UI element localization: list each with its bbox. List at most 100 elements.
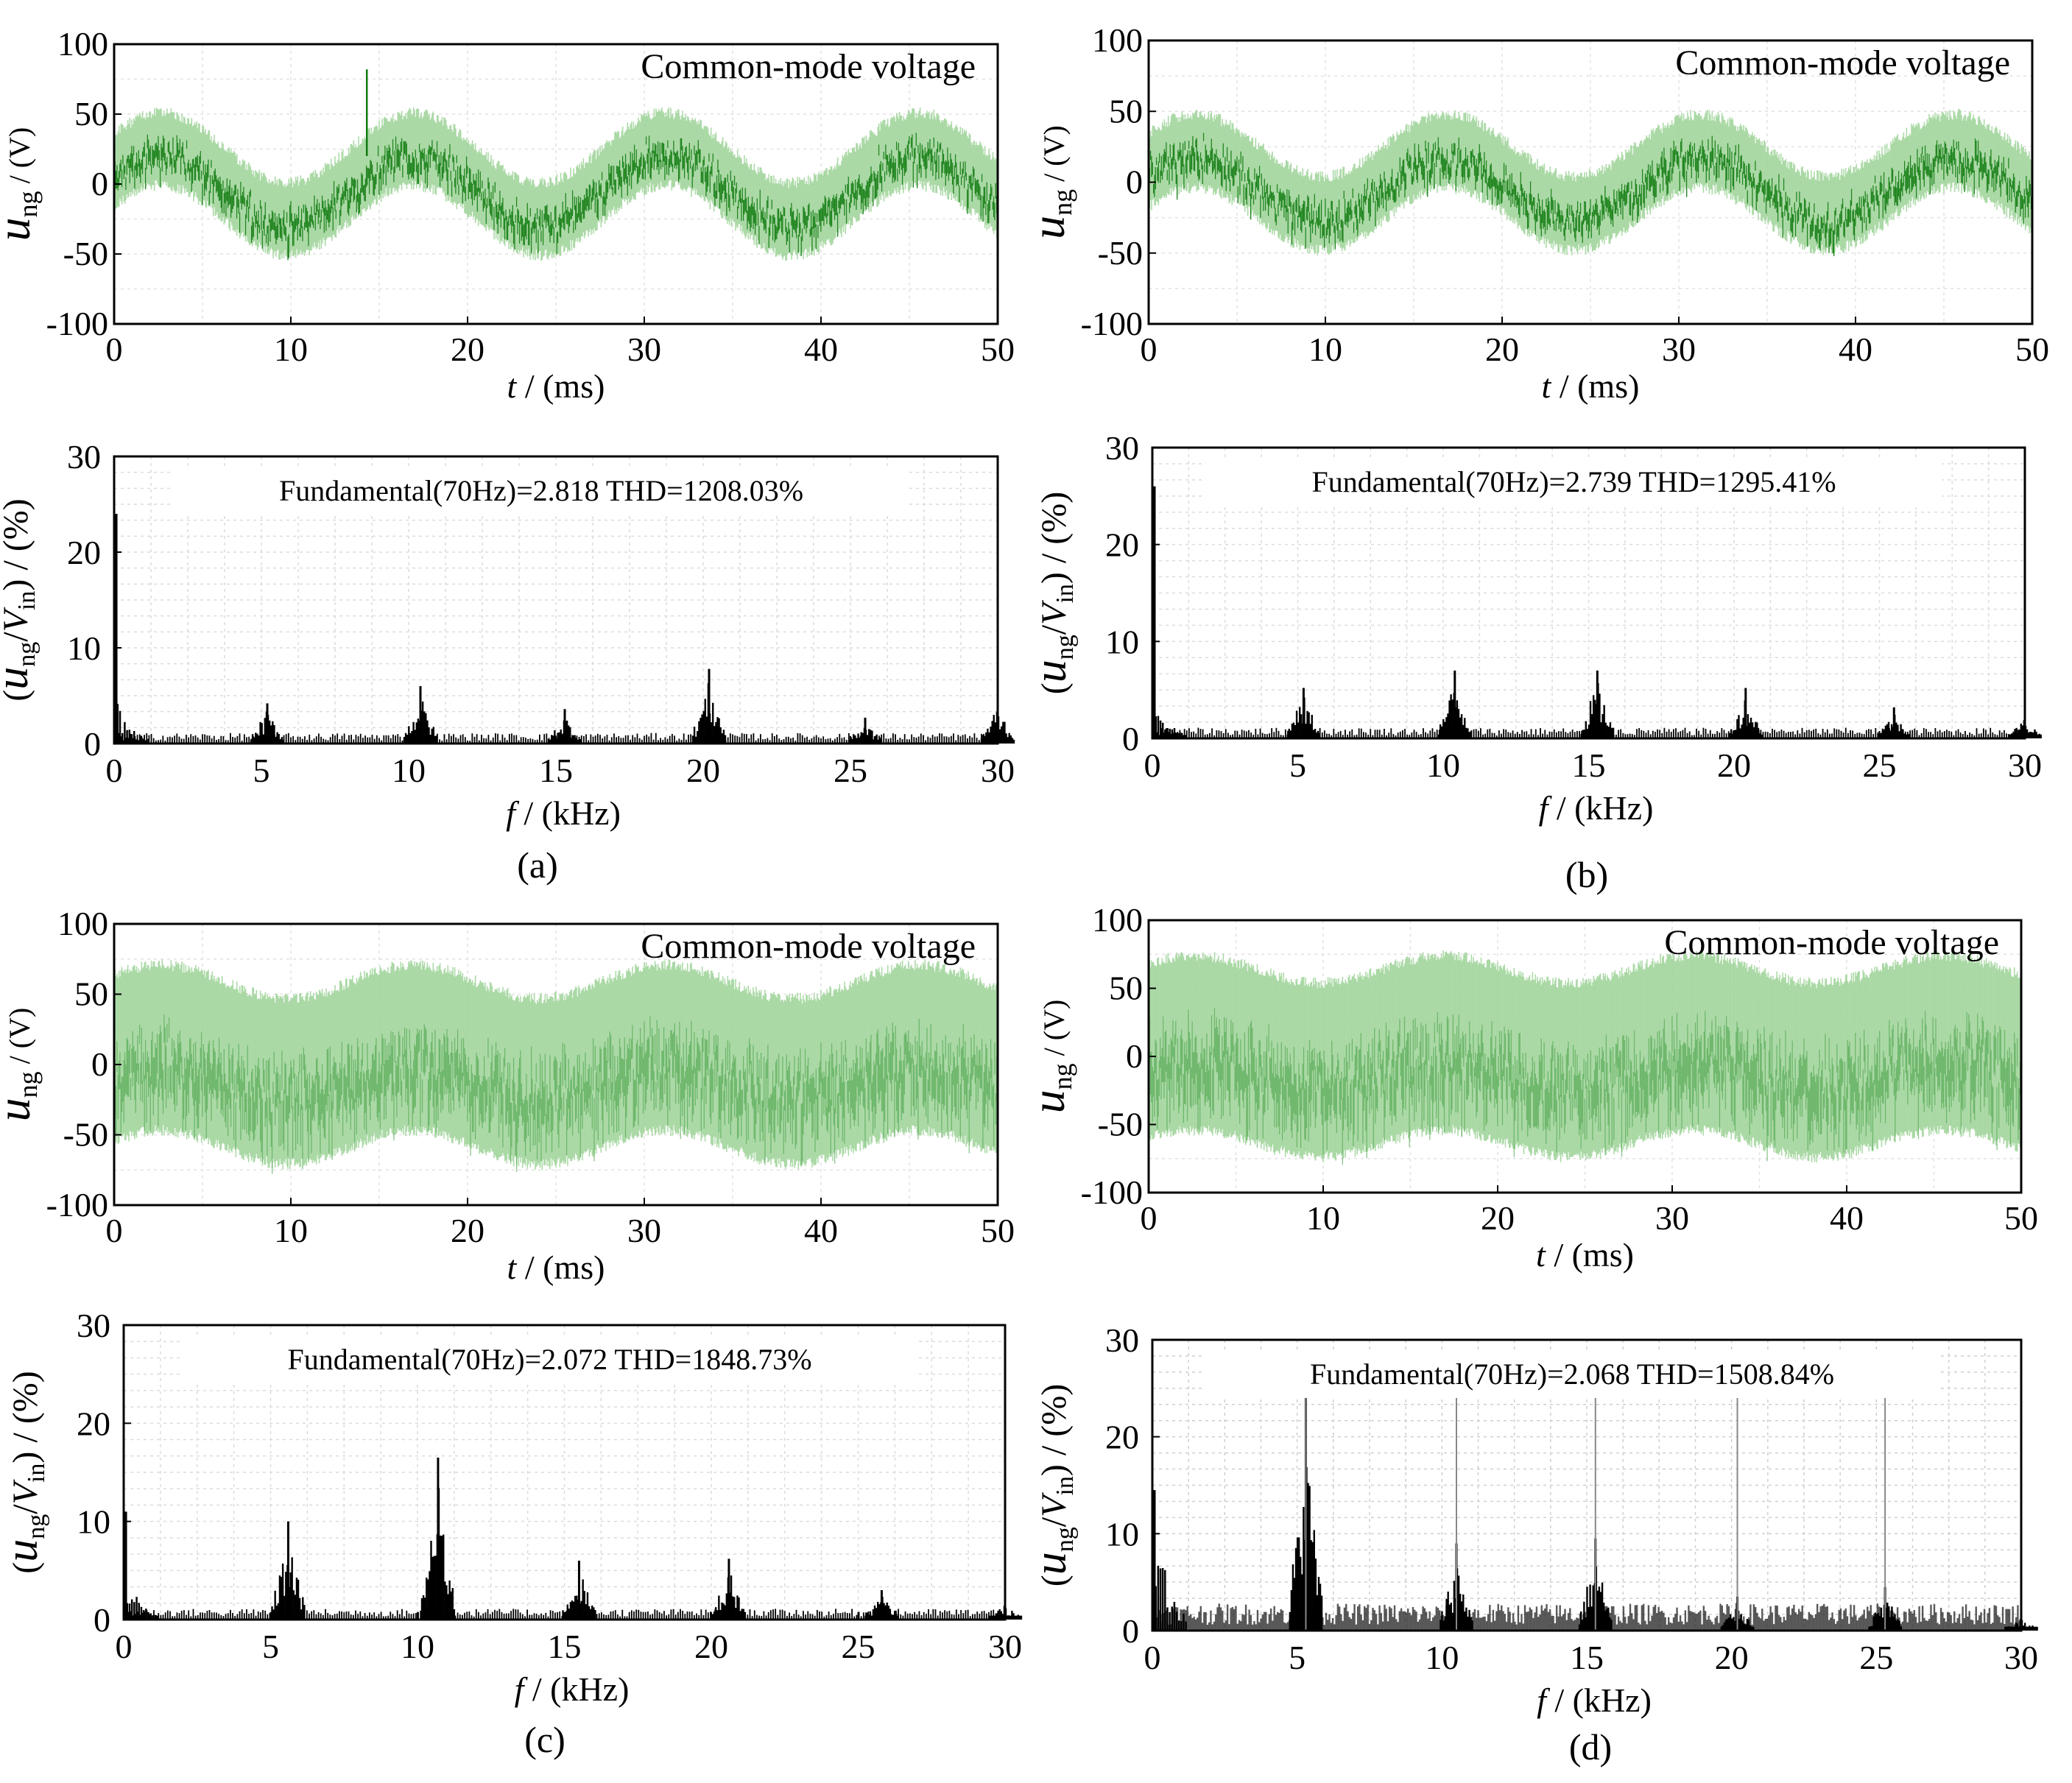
- x-tick-label: 30: [1662, 331, 1696, 368]
- x-tick-label: 10: [1426, 746, 1460, 784]
- y-axis-paren: (: [1035, 682, 1074, 694]
- x-tick-label: 20: [1717, 746, 1751, 784]
- harmonic-cluster: [691, 668, 727, 744]
- x-tick-label: 5: [253, 752, 270, 789]
- y-axis-sub: ng: [13, 191, 43, 217]
- x-tick-label: 10: [1308, 331, 1342, 368]
- x-tick-label: 20: [451, 331, 484, 368]
- y-axis-label: (ung/Vin) / (%): [0, 498, 40, 701]
- x-axis-unit: / (ms): [1551, 367, 1639, 405]
- y-tick-label: -50: [63, 235, 108, 272]
- spectrum-bars: [113, 514, 1015, 744]
- x-tick-label: 10: [392, 752, 426, 789]
- x-tick-label: 5: [1289, 746, 1306, 784]
- y-tick-label: 100: [1092, 21, 1143, 59]
- y-tick-label: 0: [1122, 720, 1139, 758]
- x-tick-label: 50: [2015, 331, 2049, 368]
- harmonic-cluster: [1153, 486, 1188, 738]
- waveform: [1148, 108, 2032, 256]
- y-axis-var: u: [0, 217, 40, 241]
- y-axis-unit: / (V): [3, 127, 36, 191]
- harmonic-cluster: [403, 686, 438, 744]
- waveform: [113, 69, 998, 261]
- y-axis-vin-sub: in: [1051, 584, 1079, 603]
- x-tick-label: 0: [106, 752, 123, 789]
- harmonic-cluster: [1728, 688, 1763, 738]
- waveform: [113, 958, 998, 1174]
- x-tick-label: 0: [1144, 746, 1161, 784]
- x-tick-label: 40: [1839, 331, 1872, 368]
- spectrum-annotation: Fundamental(70Hz)=2.818 THD=1208.03%: [279, 474, 803, 507]
- harmonic-cluster: [547, 709, 582, 744]
- annotation-bg: [1205, 458, 1942, 504]
- y-axis-vin: V: [0, 607, 35, 632]
- y-tick-label: 50: [74, 95, 108, 133]
- y-tick-label: -100: [46, 305, 108, 342]
- x-axis-var: t: [507, 367, 518, 405]
- panel-caption-a: (a): [517, 844, 558, 886]
- legend-label: Common-mode voltage: [641, 47, 976, 86]
- x-tick-label: 25: [1863, 746, 1897, 784]
- time-plot-a: 0 10 20 30 40 50 100 50 0 -50 -100 Common-mode volt…: [0, 25, 1015, 405]
- x-axis-var: t: [1542, 367, 1552, 405]
- y-axis-paren: (: [0, 690, 35, 702]
- x-axis-label: t / (ms): [507, 367, 605, 405]
- x-axis-label: f / (kHz): [506, 794, 621, 832]
- y-axis-var: u: [1022, 216, 1074, 239]
- spectrum-annotation: Fundamental(70Hz)=2.739 THD=1295.41%: [1311, 465, 1836, 498]
- x-axis-label: t / (ms): [1542, 367, 1640, 405]
- harmonic-cluster: [848, 717, 883, 744]
- spectrum-plot-b: Fundamental(70Hz)=2.739 THD=1295.41% 0 5 10…: [1026, 429, 2042, 827]
- y-axis-var: u: [0, 667, 38, 690]
- y-axis-slash: /: [0, 632, 35, 642]
- y-axis-slash: /: [1035, 624, 1074, 635]
- y-tick-label: 20: [1105, 526, 1139, 564]
- panel-caption-b: (b): [1565, 854, 1608, 895]
- x-tick-label: 30: [627, 331, 661, 368]
- y-axis-sub: ng: [1048, 189, 1077, 216]
- y-axis-label: ung / (V): [1022, 125, 1077, 239]
- x-tick-label: 30: [981, 752, 1015, 789]
- y-axis-vin-sub: in: [13, 591, 40, 610]
- y-tick-label: 30: [67, 438, 101, 476]
- harmonic-cluster: [1580, 670, 1615, 738]
- y-tick-label: 100: [57, 25, 108, 63]
- harmonic-cluster: [250, 703, 285, 744]
- x-tick-label: 0: [1141, 331, 1157, 368]
- x-tick-label: 25: [834, 752, 867, 789]
- x-tick-label: 15: [1572, 746, 1606, 784]
- legend-label: Common-mode voltage: [1675, 43, 2010, 82]
- y-axis-unit: / (V): [1037, 125, 1071, 189]
- x-axis-unit: / (ms): [516, 367, 605, 405]
- y-tick-label: 50: [1109, 92, 1143, 130]
- x-tick-label: 50: [981, 331, 1015, 368]
- harmonic-cluster: [1286, 688, 1321, 738]
- x-tick-label: 20: [686, 752, 720, 789]
- x-tick-label: 20: [1485, 331, 1519, 368]
- y-axis-vin: V: [1035, 600, 1074, 625]
- y-axis-var: u: [1026, 660, 1076, 682]
- x-axis-label: f / (kHz): [1539, 789, 1654, 827]
- y-axis-sub: ng: [1051, 635, 1079, 660]
- y-axis-sub: ng: [13, 642, 40, 667]
- x-tick-label: 0: [106, 331, 123, 368]
- x-tick-label: 15: [539, 752, 573, 789]
- x-tick-label: 40: [804, 331, 838, 368]
- y-axis-unit: ) / (%): [0, 498, 35, 590]
- y-tick-label: 20: [67, 534, 101, 571]
- x-axis-unit: / (kHz): [1548, 789, 1653, 827]
- y-tick-label: 10: [67, 629, 101, 667]
- y-tick-label: -50: [1098, 234, 1143, 272]
- x-tick-label: 30: [2008, 746, 2042, 784]
- y-tick-label: 0: [84, 725, 101, 763]
- y-axis-label: ung / (V): [0, 127, 43, 241]
- spectrum-plot-a: Fundamental(70Hz)=2.818 THD=1208.03% 0 5 10…: [0, 438, 1015, 832]
- y-tick-label: -100: [1081, 305, 1143, 342]
- time-plot-b: 0 10 20 30 40 50 100 50 0 -50 -100 Common-mode volt…: [1022, 21, 2049, 405]
- y-tick-label: 0: [91, 165, 108, 202]
- y-tick-label: 0: [1126, 163, 1143, 201]
- x-axis-unit: / (kHz): [515, 794, 621, 832]
- y-axis-label: (ung/Vin) / (%): [1026, 492, 1079, 694]
